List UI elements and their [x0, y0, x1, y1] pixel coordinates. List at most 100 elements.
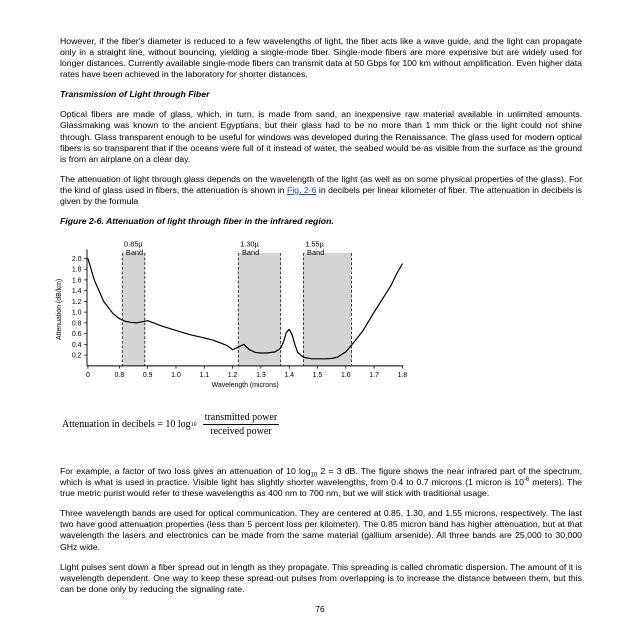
- formula-numerator: transmitted power: [202, 412, 280, 425]
- data-point: [353, 341, 355, 343]
- attenuation-chart: 0.85µBand1.30µBand1.55µBand0.20.40.60.81…: [56, 240, 408, 389]
- x-tick-label: 1.8: [398, 372, 408, 379]
- data-point: [93, 279, 95, 281]
- data-point: [402, 263, 403, 265]
- data-point: [152, 322, 154, 324]
- x-tick-label: 1.3: [256, 372, 266, 379]
- figure-link[interactable]: Fig. 2-6: [287, 184, 317, 195]
- page-body: However, if the fiber's diameter is redu…: [60, 36, 582, 227]
- data-point: [302, 356, 304, 358]
- data-point: [130, 321, 132, 323]
- example-exponent: -6: [523, 477, 530, 484]
- example-text-b: 2 = 3 dB. The figure shows the near infr…: [60, 466, 582, 488]
- band-label-top: 0.85µ: [124, 240, 143, 249]
- y-tick-label: 0.6: [72, 331, 82, 338]
- x-tick-label: 1.5: [313, 372, 323, 379]
- data-point: [362, 330, 364, 332]
- example-text-a: For example, a factor of two loss gives …: [60, 466, 311, 476]
- data-point: [291, 334, 293, 336]
- data-point: [382, 298, 383, 300]
- data-point: [274, 351, 276, 353]
- data-point: [237, 346, 239, 348]
- data-point: [218, 341, 219, 343]
- band-region: [122, 253, 145, 366]
- page-number: 76: [315, 604, 325, 614]
- data-point: [311, 358, 313, 360]
- data-point: [260, 352, 262, 354]
- data-point: [331, 357, 333, 359]
- paragraph-pulses: Light pulses sent down a fiber spread ou…: [60, 561, 582, 594]
- data-point: [212, 339, 214, 341]
- data-point: [294, 343, 296, 345]
- x-tick-label: 0.8: [115, 372, 125, 379]
- band-label-top: 1.55µ: [305, 240, 324, 249]
- x-tick-label: 1.6: [341, 372, 351, 379]
- data-point: [325, 358, 327, 360]
- x-tick-label: 0.9: [143, 372, 153, 379]
- paragraph-attenuation: The attenuation of light through glass d…: [60, 174, 582, 207]
- data-point: [226, 345, 228, 346]
- band-region: [238, 253, 281, 366]
- x-tick-label: 1.1: [199, 372, 209, 379]
- data-point: [141, 321, 143, 323]
- x-tick-label: 0: [86, 372, 90, 379]
- band-label-bottom: Band: [126, 248, 143, 257]
- attenuation-formula: Attenuation in decibels = 10 log 10 trans…: [62, 412, 280, 437]
- data-point: [390, 284, 392, 286]
- lower-body: For example, a factor of two loss gives …: [60, 466, 582, 595]
- formula-fraction: transmitted power received power: [202, 412, 280, 437]
- data-point: [135, 322, 137, 324]
- paragraph-example: For example, a factor of two loss gives …: [60, 466, 582, 499]
- x-tick-label: 1.2: [228, 372, 238, 379]
- x-tick-label: 1.0: [171, 372, 181, 379]
- data-point: [232, 349, 233, 351]
- data-point: [336, 356, 338, 358]
- y-tick-label: 2.0: [72, 256, 82, 263]
- data-point: [345, 351, 347, 353]
- band-region: [303, 253, 352, 366]
- data-point: [175, 330, 177, 331]
- data-point: [161, 325, 163, 327]
- x-axis-label: Wavelength (microns): [212, 382, 279, 389]
- data-point: [254, 352, 256, 353]
- band-label-bottom: Band: [307, 248, 324, 257]
- data-point: [87, 258, 89, 259]
- data-point: [317, 358, 318, 360]
- figure-caption: Figure 2-6. Attenuation of light through…: [60, 216, 334, 227]
- data-point: [119, 318, 120, 319]
- y-tick-label: 0.4: [72, 342, 82, 349]
- x-tick-label: 1.4: [284, 372, 294, 379]
- data-point: [373, 311, 375, 313]
- attenuation-text-b: in decibels per linear kilometer of fibe…: [60, 184, 582, 207]
- attenuation-text-a: The attenuation of light through glass d…: [60, 173, 582, 195]
- data-point: [112, 313, 114, 315]
- data-point: [249, 349, 250, 351]
- data-point: [288, 328, 290, 330]
- y-tick-label: 0.8: [72, 320, 82, 327]
- data-point: [189, 334, 191, 336]
- data-point: [266, 352, 267, 354]
- formula-lhs: Attenuation in decibels = 10 log: [62, 419, 191, 430]
- y-axis-label: Attenuation (dB/km): [56, 279, 63, 340]
- x-tick-label: 1.7: [369, 372, 379, 379]
- section-heading: Transmission of Light through Fiber: [60, 89, 210, 100]
- paragraph-single-mode: However, if the fiber's diameter is redu…: [60, 36, 583, 80]
- data-point: [297, 352, 299, 353]
- y-tick-label: 1.6: [72, 277, 82, 284]
- paragraph-bands: Three wavelength bands are used for opti…: [60, 508, 582, 552]
- y-tick-label: 1.0: [72, 310, 82, 317]
- y-tick-label: 1.8: [72, 267, 82, 274]
- paragraph-optical-fibers: Optical fibers are made of glass, which,…: [60, 109, 582, 164]
- data-point: [103, 301, 105, 302]
- y-tick-label: 1.2: [72, 299, 82, 306]
- data-point: [147, 320, 149, 322]
- data-point: [280, 347, 282, 349]
- data-point: [283, 341, 284, 343]
- example-text-c: meters). The true metric purist would re…: [60, 477, 582, 499]
- data-point: [203, 337, 205, 339]
- y-tick-label: 1.4: [72, 288, 82, 295]
- formula-denominator: received power: [210, 426, 272, 437]
- data-point: [396, 273, 398, 274]
- example-log-base: 10: [310, 472, 318, 479]
- data-point: [124, 320, 126, 322]
